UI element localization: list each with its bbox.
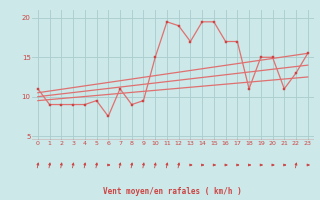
Text: Vent moyen/en rafales ( km/h ): Vent moyen/en rafales ( km/h )	[103, 187, 242, 196]
